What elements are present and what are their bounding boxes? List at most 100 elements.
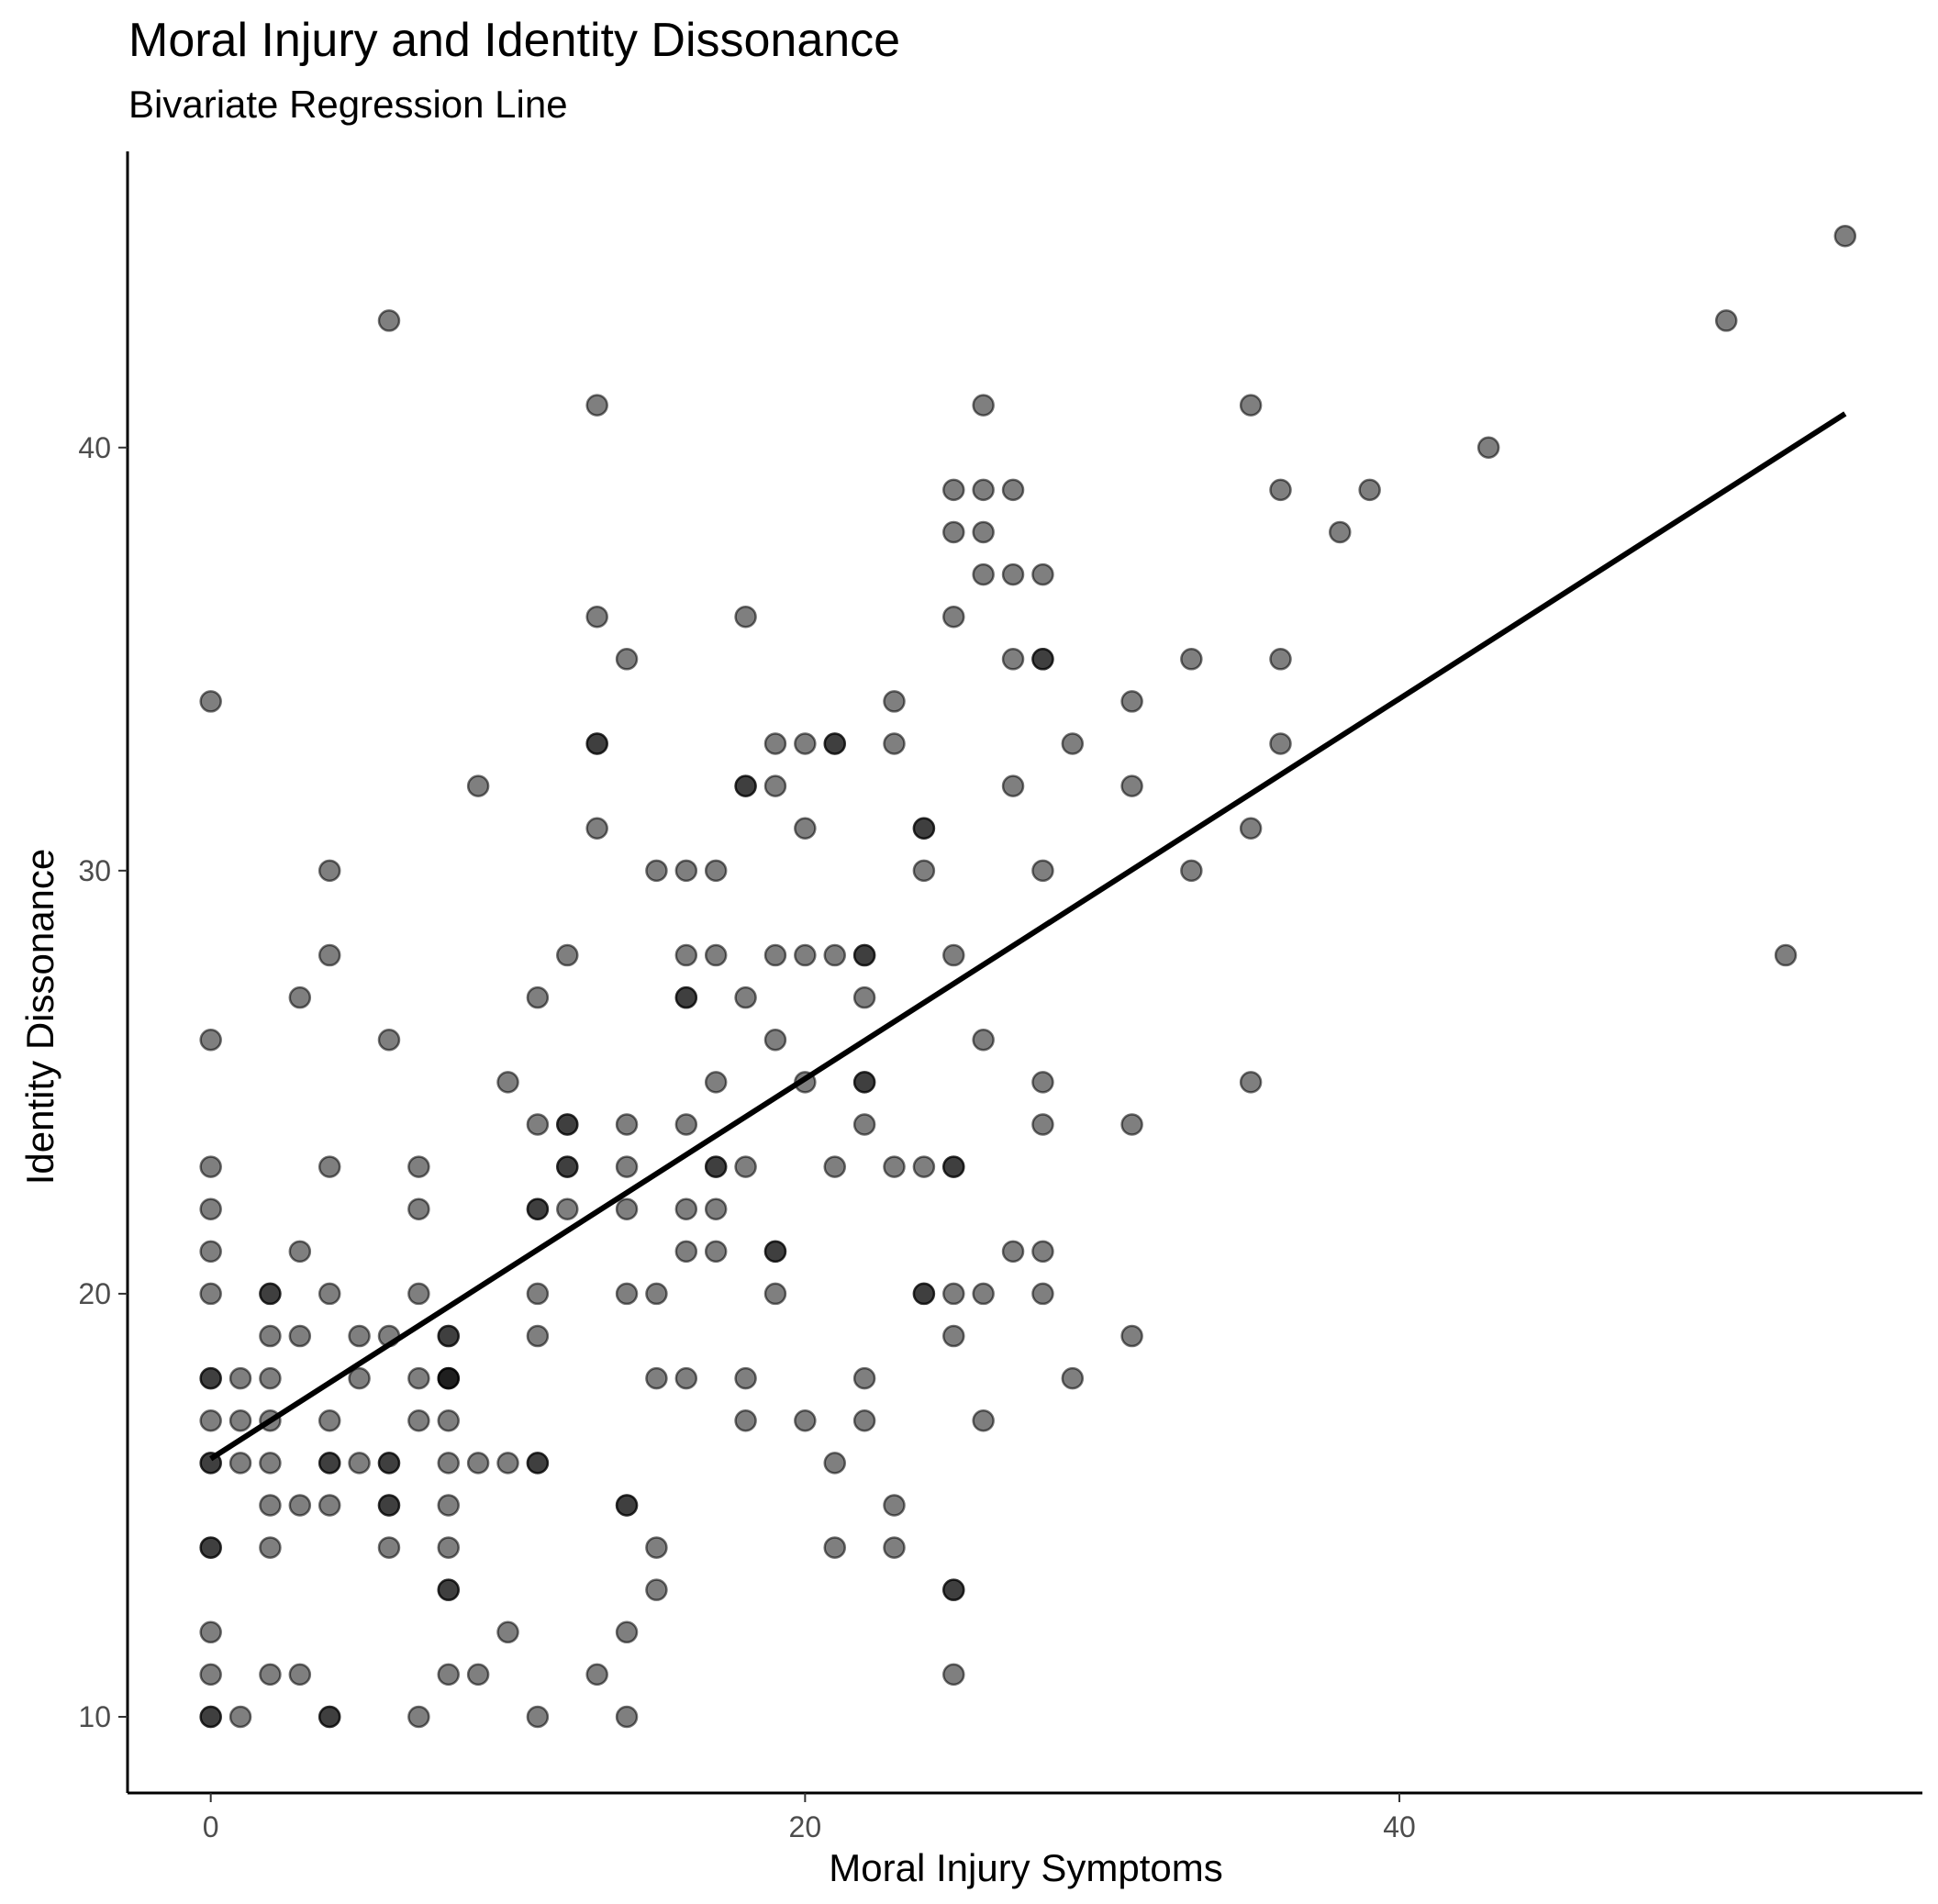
data-point xyxy=(526,985,550,1009)
data-point xyxy=(317,1282,341,1306)
data-point xyxy=(585,605,608,629)
data-point xyxy=(437,1663,460,1687)
data-point xyxy=(674,985,698,1009)
data-point xyxy=(259,1324,282,1348)
data-point xyxy=(556,1197,579,1220)
data-point xyxy=(1180,859,1203,883)
data-point xyxy=(972,562,995,586)
data-point xyxy=(437,1366,460,1390)
data-point xyxy=(942,520,965,544)
data-point xyxy=(317,1705,341,1729)
data-point xyxy=(734,1155,757,1178)
data-point xyxy=(883,1494,906,1517)
data-point xyxy=(1239,1071,1263,1094)
data-point xyxy=(942,1578,965,1601)
data-point xyxy=(1001,648,1025,671)
data-point xyxy=(556,943,579,967)
data-point xyxy=(317,943,341,967)
x-axis-title: Moral Injury Symptoms xyxy=(829,1846,1222,1889)
data-point xyxy=(1001,1240,1025,1264)
regression-line-layer xyxy=(209,411,1847,1462)
points-layer xyxy=(199,224,1857,1729)
y-tick-label: 30 xyxy=(78,854,111,887)
data-point xyxy=(1031,648,1054,671)
data-point xyxy=(1001,562,1025,586)
data-point xyxy=(526,1705,550,1729)
data-point xyxy=(1269,732,1292,755)
data-point xyxy=(466,1663,490,1687)
data-point xyxy=(228,1366,252,1390)
data-point xyxy=(259,1494,282,1517)
data-point xyxy=(228,1409,252,1432)
data-point xyxy=(1120,1324,1143,1348)
data-point xyxy=(585,394,608,417)
data-point xyxy=(852,1409,876,1432)
data-point xyxy=(317,859,341,883)
data-point xyxy=(259,1366,282,1390)
data-point xyxy=(437,1324,460,1348)
data-point xyxy=(1031,1071,1054,1094)
data-point xyxy=(1031,1113,1054,1136)
data-point xyxy=(972,478,995,502)
data-point xyxy=(496,1071,519,1094)
data-point xyxy=(1239,817,1263,840)
data-point xyxy=(526,1113,550,1136)
data-point xyxy=(317,1494,341,1517)
data-point xyxy=(794,1409,817,1432)
data-point xyxy=(466,774,490,797)
chart-title: Moral Injury and Identity Dissonance xyxy=(128,14,901,67)
data-point xyxy=(615,1620,639,1644)
data-point xyxy=(615,648,639,671)
data-point xyxy=(942,605,965,629)
data-point xyxy=(852,943,876,967)
data-point xyxy=(199,1282,222,1306)
data-point xyxy=(199,1197,222,1220)
data-point xyxy=(615,1155,639,1178)
data-point xyxy=(407,1197,430,1220)
data-point xyxy=(317,1452,341,1475)
data-point xyxy=(556,1113,579,1136)
data-point xyxy=(199,1620,222,1644)
data-point xyxy=(704,1197,728,1220)
data-point xyxy=(704,859,728,883)
data-point xyxy=(852,1366,876,1390)
data-point xyxy=(852,1071,876,1094)
data-point xyxy=(526,1197,550,1220)
data-point xyxy=(317,1409,341,1432)
data-point xyxy=(466,1452,490,1475)
data-point xyxy=(942,943,965,967)
data-point xyxy=(763,732,787,755)
data-point xyxy=(199,1240,222,1264)
data-point xyxy=(199,1536,222,1559)
data-point xyxy=(377,1029,401,1052)
data-point xyxy=(496,1452,519,1475)
data-point xyxy=(407,1366,430,1390)
data-point xyxy=(259,1663,282,1687)
data-point xyxy=(1239,394,1263,417)
data-point xyxy=(1031,562,1054,586)
data-point xyxy=(199,1663,222,1687)
data-point xyxy=(912,859,936,883)
data-point xyxy=(585,1663,608,1687)
data-point xyxy=(1269,648,1292,671)
data-point xyxy=(259,1282,282,1306)
data-point xyxy=(1180,648,1203,671)
data-point xyxy=(317,1155,341,1178)
data-point xyxy=(942,1324,965,1348)
data-point xyxy=(794,732,817,755)
data-point xyxy=(883,732,906,755)
x-tick-label: 0 xyxy=(203,1810,219,1843)
data-point xyxy=(437,1578,460,1601)
data-point xyxy=(645,1282,668,1306)
data-point xyxy=(972,1409,995,1432)
data-point xyxy=(645,1578,668,1601)
data-point xyxy=(615,1197,639,1220)
data-point xyxy=(1120,1113,1143,1136)
data-point xyxy=(763,1240,787,1264)
data-point xyxy=(199,1705,222,1729)
chart-subtitle: Bivariate Regression Line xyxy=(128,83,568,126)
data-point xyxy=(972,394,995,417)
data-point xyxy=(912,1282,936,1306)
data-point xyxy=(348,1452,371,1475)
data-point xyxy=(645,1536,668,1559)
